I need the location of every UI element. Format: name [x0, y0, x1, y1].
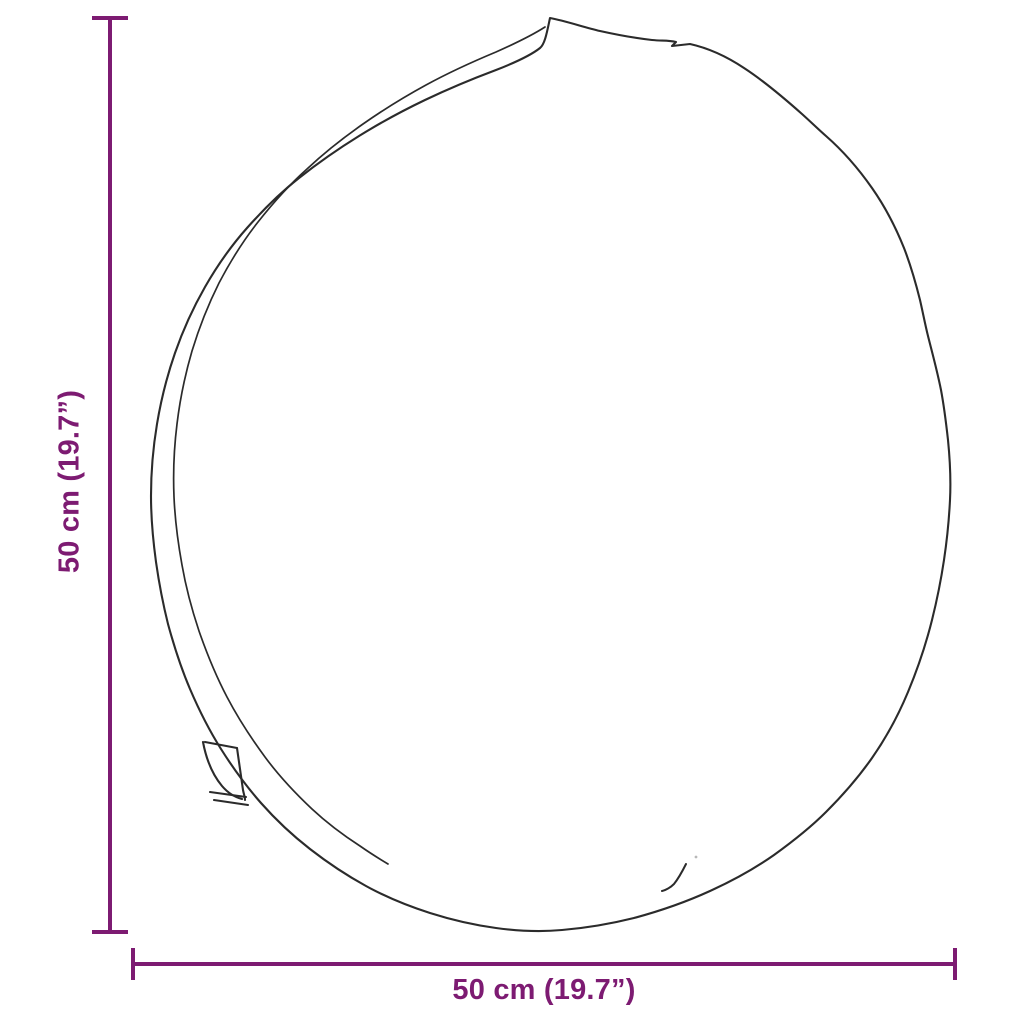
mirror-bevel-facet-detail	[201, 740, 250, 807]
mirror-speck-dot	[694, 855, 698, 859]
mirror-outer-outline	[149, 16, 952, 933]
mirror-rim-inner-edge	[172, 26, 546, 865]
width-dimension-line	[131, 948, 957, 980]
height-dimension-line	[92, 16, 128, 934]
mirror-hook-detail	[661, 863, 687, 892]
width-dimension-label: 50 cm (19.7”)	[452, 974, 636, 1006]
